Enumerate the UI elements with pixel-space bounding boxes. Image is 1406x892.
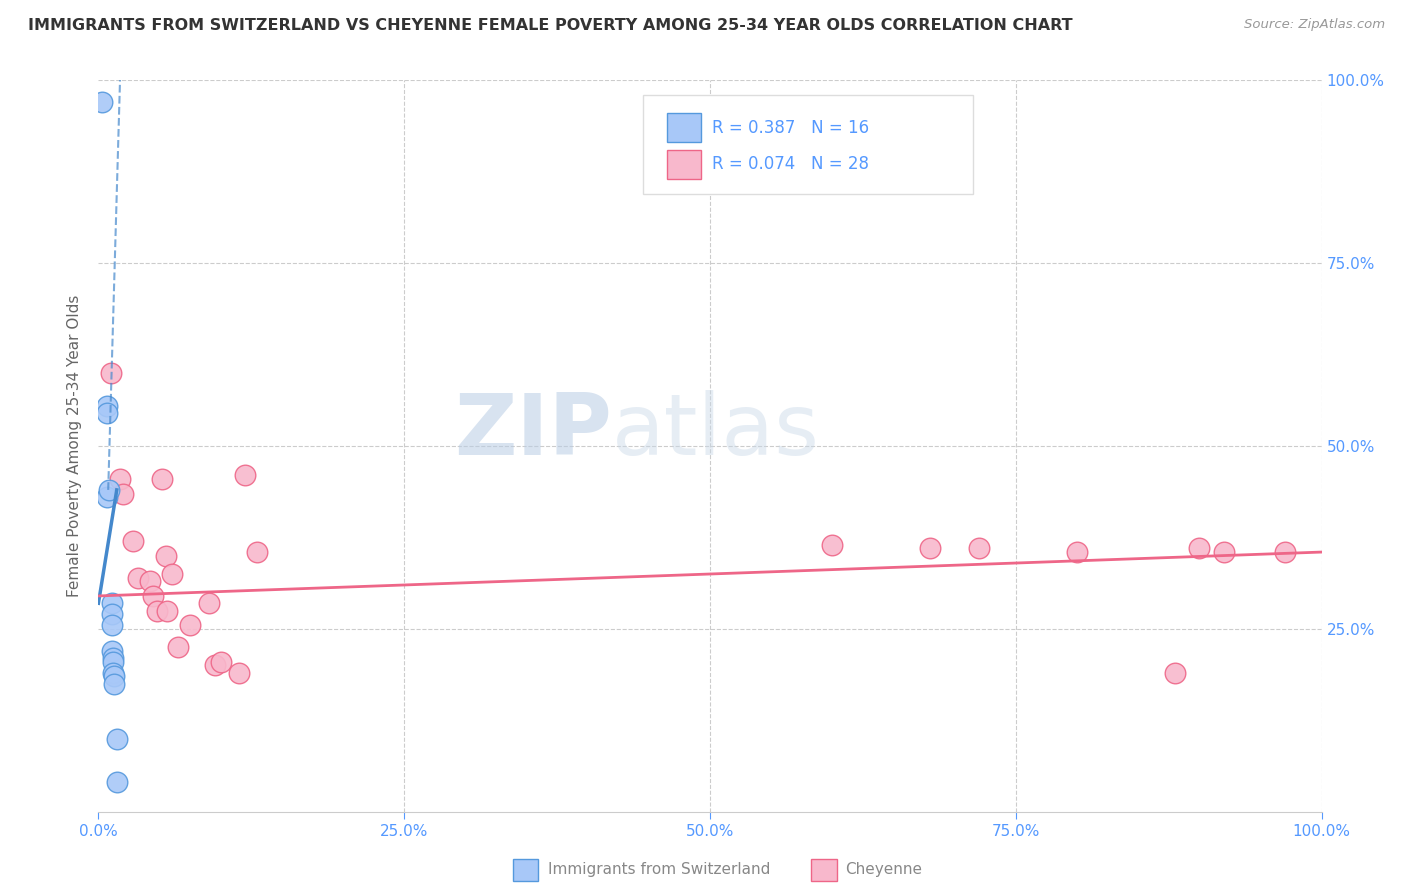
Text: IMMIGRANTS FROM SWITZERLAND VS CHEYENNE FEMALE POVERTY AMONG 25-34 YEAR OLDS COR: IMMIGRANTS FROM SWITZERLAND VS CHEYENNE … xyxy=(28,18,1073,33)
Point xyxy=(1164,665,1187,680)
Point xyxy=(139,574,162,589)
Point xyxy=(1066,545,1088,559)
Point xyxy=(96,490,118,504)
Point xyxy=(967,541,990,556)
Point xyxy=(1274,545,1296,559)
Point xyxy=(101,644,124,658)
Point xyxy=(150,472,173,486)
Point xyxy=(105,775,128,789)
Text: Cheyenne: Cheyenne xyxy=(845,863,922,877)
FancyBboxPatch shape xyxy=(668,150,702,179)
Point xyxy=(110,472,132,486)
Point xyxy=(228,665,250,680)
Point xyxy=(96,406,118,420)
Point xyxy=(98,483,121,497)
Point xyxy=(920,541,942,556)
Point xyxy=(101,665,124,680)
Point xyxy=(101,596,124,610)
Point xyxy=(160,567,183,582)
Point xyxy=(111,486,134,500)
Point xyxy=(101,607,124,622)
Point xyxy=(1188,541,1211,556)
Point xyxy=(103,669,125,683)
Point xyxy=(101,618,124,632)
Point xyxy=(167,640,190,655)
FancyBboxPatch shape xyxy=(668,113,702,143)
Point xyxy=(179,618,201,632)
Point xyxy=(197,596,219,610)
Text: Immigrants from Switzerland: Immigrants from Switzerland xyxy=(548,863,770,877)
Y-axis label: Female Poverty Among 25-34 Year Olds: Female Poverty Among 25-34 Year Olds xyxy=(67,295,83,597)
Point xyxy=(204,658,226,673)
Point xyxy=(121,534,143,549)
Point xyxy=(101,655,124,669)
Point xyxy=(103,676,125,690)
Point xyxy=(105,731,128,746)
Point xyxy=(209,655,232,669)
Point xyxy=(142,589,165,603)
Point xyxy=(155,549,177,563)
Point xyxy=(91,95,114,110)
Text: ZIP: ZIP xyxy=(454,390,612,473)
Point xyxy=(821,538,844,552)
Point xyxy=(233,468,256,483)
Point xyxy=(246,545,269,559)
Point xyxy=(96,399,118,413)
FancyBboxPatch shape xyxy=(643,95,973,194)
Text: R = 0.387   N = 16: R = 0.387 N = 16 xyxy=(713,119,869,136)
Text: atlas: atlas xyxy=(612,390,820,473)
Text: R = 0.074   N = 28: R = 0.074 N = 28 xyxy=(713,155,869,173)
Point xyxy=(100,366,122,380)
Point xyxy=(146,603,169,617)
Point xyxy=(1212,545,1234,559)
Point xyxy=(127,571,149,585)
Point xyxy=(101,651,124,665)
Text: Source: ZipAtlas.com: Source: ZipAtlas.com xyxy=(1244,18,1385,31)
Point xyxy=(156,603,179,617)
